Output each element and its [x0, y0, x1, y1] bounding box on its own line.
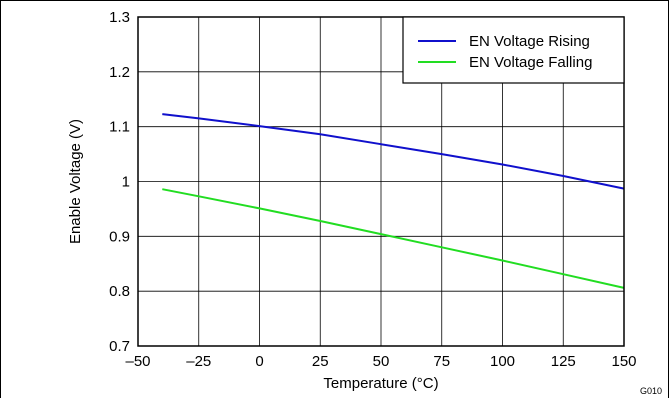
- legend-label: EN Voltage Rising: [469, 33, 590, 50]
- plot-area: [137, 16, 625, 347]
- x-tick-label: 125: [551, 353, 576, 370]
- x-tick-label: 150: [611, 353, 636, 370]
- y-tick-label: 1.1: [109, 119, 130, 136]
- y-axis-label: Enable Voltage (V): [67, 119, 84, 244]
- x-axis-label: Temperature (°C): [323, 375, 438, 392]
- series-lines: [162, 113, 625, 289]
- x-tick-label: 50: [373, 353, 390, 370]
- y-tick-label: 0.8: [109, 283, 130, 300]
- x-tick-label: –25: [186, 353, 211, 370]
- x-tick-label: 100: [490, 353, 515, 370]
- y-tick-label: 0.9: [109, 228, 130, 245]
- legend-label: EN Voltage Falling: [469, 54, 592, 71]
- x-tick-label: 0: [255, 353, 263, 370]
- y-tick-label: 1.2: [109, 64, 130, 81]
- x-tick-label: 75: [433, 353, 450, 370]
- legend: EN Voltage Rising EN Voltage Falling: [402, 16, 625, 84]
- x-tick-label: 25: [312, 353, 329, 370]
- x-tick-label: –50: [125, 353, 150, 370]
- series-line-1: [162, 188, 625, 289]
- y-tick-labels: 0.7 0.8 0.9 1 1.1 1.2 1.3: [109, 9, 130, 355]
- x-tick-labels: –50 –25 0 25 50 75 100 125 150: [125, 353, 636, 370]
- y-tick-label: 0.7: [109, 338, 130, 355]
- figure-id-annotation: G010: [640, 386, 662, 396]
- y-tick-label: 1.3: [109, 9, 130, 26]
- series-line-0: [162, 113, 625, 190]
- y-tick-label: 1: [122, 174, 130, 191]
- legend-box: [402, 16, 625, 84]
